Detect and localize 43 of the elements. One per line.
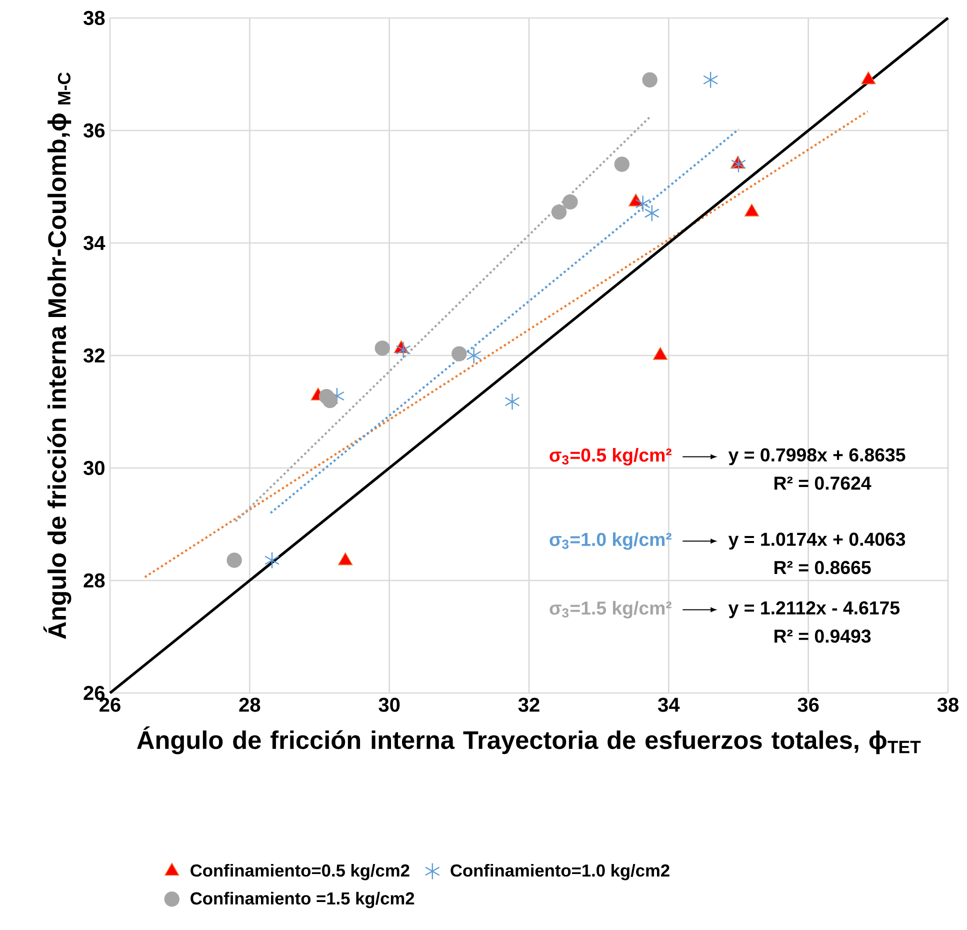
- x-axis-title: Ángulo de fricción interna Trayectoria de esfuerzos totales, ϕ$_{TET}$: [137, 726, 921, 754]
- annotation: σ$_{3}$=1.0 kg/cm²: [550, 532, 672, 550]
- point: [614, 156, 630, 172]
- point: [396, 341, 411, 358]
- point: [452, 346, 467, 362]
- point: [635, 195, 650, 212]
- point: [374, 340, 390, 356]
- annotation: σ$_{3}$=1.5 kg/cm²: [550, 600, 672, 618]
- y-tick-label: 32: [84, 348, 104, 363]
- point: [226, 552, 242, 568]
- y-tick-label: 38: [84, 10, 105, 26]
- annotation: R² = 0.7624: [774, 476, 872, 490]
- point: [644, 204, 660, 222]
- y-tick-label: 36: [84, 123, 105, 138]
- y-axis-title: Ángulo de fricción interna Mohr-Coulomb,ϕ $_{M-C}$: [43, 72, 72, 639]
- x-tick-label: 28: [239, 698, 260, 712]
- annotation: R² = 0.8665: [774, 560, 871, 574]
- annotation: σ$_{3}$=0.5 kg/cm²: [550, 448, 672, 466]
- x-tick-label: 38: [937, 698, 958, 712]
- point: [322, 392, 338, 408]
- point: [466, 346, 482, 364]
- point: [703, 71, 718, 88]
- annotation: y = 0.7998x + 6.8635: [728, 448, 906, 466]
- point: [551, 204, 567, 220]
- x-tick-label: 36: [798, 698, 819, 712]
- y-tick-label: 30: [84, 460, 104, 476]
- y-tick-label: 28: [84, 573, 105, 588]
- x-tick-label: 34: [658, 698, 680, 712]
- point: [504, 393, 520, 410]
- annotation: R² = 0.9493: [774, 630, 871, 643]
- annotation: y = 1.0174x + 0.4063: [728, 532, 906, 550]
- legend-label: Confinamiento=0.5 kg/cm2: [190, 864, 410, 880]
- legend-label: Confinamiento =1.5 kg/cm2: [190, 892, 414, 908]
- x-tick-label: 26: [100, 698, 120, 712]
- point: [562, 194, 578, 210]
- point: [264, 552, 280, 569]
- x-tick-label: 30: [378, 698, 400, 712]
- x-tick-label: 32: [518, 698, 540, 712]
- annotation: y = 1.2112x - 4.6175: [728, 601, 900, 618]
- point: [642, 72, 658, 88]
- y-tick-label: 34: [84, 236, 106, 250]
- point: [730, 156, 746, 173]
- legend-label: Confinamiento=1.0 kg/cm2: [450, 864, 670, 880]
